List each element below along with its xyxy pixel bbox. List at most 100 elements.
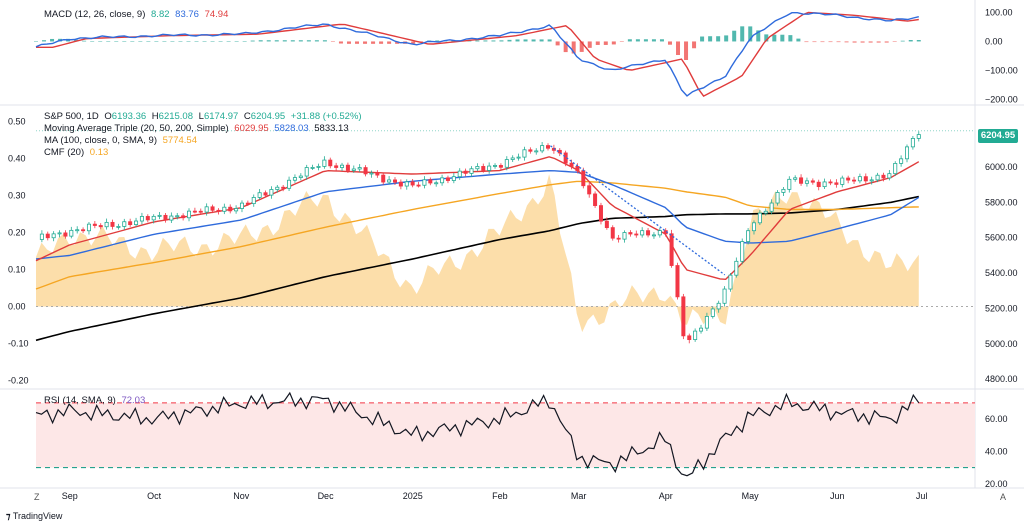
candle-body: [210, 206, 215, 211]
candle-body: [781, 188, 786, 193]
macd-histogram-bar: [34, 41, 38, 42]
price-axis-label: 6000.00: [985, 162, 1018, 172]
macd-histogram-bar: [194, 41, 199, 42]
time-axis-label: Apr: [659, 491, 673, 501]
macd-histogram-bar: [844, 41, 849, 43]
candle-body: [487, 165, 492, 171]
price-axis-label: 5000.00: [985, 339, 1018, 349]
macd-histogram-bar: [595, 41, 600, 45]
candle-body: [498, 165, 503, 168]
macd-histogram-bar: [619, 41, 624, 42]
candle-body: [92, 223, 97, 226]
candle-body: [516, 156, 521, 159]
candle-body: [157, 214, 162, 217]
macd-histogram-bar: [587, 41, 592, 48]
cmf-legend: CMF (20) 0.13: [44, 147, 111, 159]
candle-body: [734, 260, 739, 276]
candle-body: [310, 167, 315, 169]
macd-histogram-bar: [210, 41, 215, 42]
macd-histogram-bar: [363, 41, 368, 44]
macd-histogram-bar: [266, 40, 271, 42]
candle-body: [45, 233, 50, 239]
candle-body: [693, 330, 698, 341]
macd-histogram-bar: [306, 40, 311, 42]
candle-body: [804, 180, 809, 184]
candle-body: [887, 173, 892, 179]
macd-histogram-bar: [50, 38, 55, 42]
macd-histogram-bar: [892, 41, 897, 42]
macd-histogram-bar: [274, 40, 279, 42]
time-axis-label: May: [742, 491, 760, 501]
candle-body: [39, 233, 44, 240]
candle-body: [905, 146, 910, 160]
candle-body: [275, 186, 280, 190]
candle-body: [86, 223, 91, 232]
macd-histogram-bar: [611, 41, 616, 45]
candle-body: [869, 179, 874, 182]
candle-body: [546, 145, 551, 149]
candle-body: [616, 237, 621, 240]
price-axis-label: 5800.00: [985, 197, 1018, 207]
cmf-axis-label: 0.50: [8, 116, 26, 126]
macd-histogram-bar: [676, 41, 681, 55]
macd-histogram-bar: [154, 41, 159, 42]
macd-histogram-bar: [764, 34, 769, 42]
candle-body: [893, 162, 898, 175]
low-label: L: [198, 111, 204, 122]
candle-body: [340, 164, 345, 168]
candle-body: [410, 181, 415, 186]
candle-body: [528, 149, 533, 152]
candle-body: [404, 181, 409, 187]
rsi-band: [36, 402, 975, 468]
zoom-out-icon[interactable]: Z: [34, 492, 40, 502]
ma200-value: 5833.13: [314, 123, 349, 134]
candle-body: [63, 232, 68, 237]
candle-body: [151, 215, 156, 221]
candle-body: [251, 196, 256, 205]
candle-body: [57, 232, 62, 235]
candle-body: [198, 210, 203, 213]
candle-body: [428, 179, 433, 184]
cmf-title: CMF (20): [44, 147, 85, 158]
macd-histogram-bar: [659, 39, 664, 42]
candle-body: [840, 177, 845, 185]
candle-body: [787, 178, 792, 190]
macd-histogram-bar: [98, 41, 103, 42]
candle-body: [228, 206, 233, 212]
time-axis-label: 2025: [403, 491, 423, 501]
candle-body: [510, 157, 515, 160]
candle-body: [852, 179, 857, 182]
candle-body: [351, 168, 356, 171]
candle-body: [575, 166, 580, 172]
cmf-axis-label: -0.20: [8, 376, 29, 386]
candle-body: [704, 316, 709, 329]
rsi-legend: RSI (14, SMA, 9) 72.03: [44, 395, 148, 407]
candle-body: [657, 230, 662, 236]
candle-body: [263, 192, 268, 196]
macd-histogram-bar: [772, 34, 777, 42]
price-axis-label: 5400.00: [985, 268, 1018, 278]
cmf-axis-label: 0.20: [8, 227, 26, 237]
candle-body: [493, 165, 498, 167]
macd-histogram-bar: [106, 41, 111, 42]
macd-histogram-bar: [868, 41, 873, 43]
macd-histogram-bar: [90, 41, 95, 42]
macd-histogram-bar: [651, 39, 656, 42]
last-price-tag: 6204.95: [978, 129, 1018, 143]
candle-body: [746, 230, 751, 242]
open-value: 6193.36: [111, 111, 147, 122]
auto-scale-button[interactable]: A: [1000, 492, 1007, 502]
macd-histogram-bar: [515, 39, 520, 42]
macd-histogram-bar: [884, 41, 889, 43]
candle-body: [757, 212, 762, 224]
macd-signal-value: 74.94: [204, 9, 229, 20]
candle-body: [134, 220, 139, 226]
candle-body: [716, 302, 721, 310]
candle-body: [234, 208, 239, 212]
time-axis-label: Nov: [233, 491, 250, 501]
macd-histogram-bar: [346, 41, 351, 44]
candle-body: [104, 221, 109, 228]
candle-body: [504, 159, 509, 168]
candle-body: [463, 170, 468, 174]
candle-body: [598, 205, 603, 222]
